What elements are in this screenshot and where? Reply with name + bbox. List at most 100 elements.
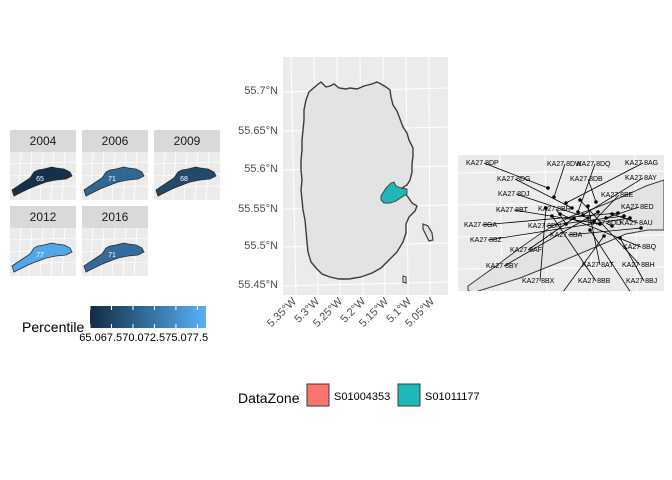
postcode-label: KA27 8BZ [470,237,503,244]
gridline [290,56,297,296]
postcode-point [610,224,614,228]
leader-line [593,194,620,222]
postcode-label: KA27 8BJ [626,278,657,285]
postcode-label: KA27 8DJ [498,191,530,198]
holy-isle-shape [422,223,434,242]
gridline [9,237,77,241]
postcode-label: KA27 8DB [570,176,603,183]
postcode-point [572,216,576,220]
gridline [153,161,221,165]
leader-line [539,207,547,282]
percentile-colorbar-ticks: 65.0 67.5 70.0 72.5 75.0 77.5 [79,306,208,344]
pladda-islet-shape [402,275,407,284]
leader-line [555,208,567,225]
gridline [9,161,77,165]
gridline [544,154,548,292]
leader-line [514,178,573,209]
facet-strip [10,206,76,228]
facet-strip [10,130,76,152]
leader-line [553,163,566,198]
leader-line [513,209,601,225]
postcode-label: KA27 8BW [615,293,650,300]
postcode-point [602,234,606,238]
postcode-leader-lines [481,162,645,291]
main-map-y-axis: 55.7°N 55.65°N 55.6°N 55.55°N 55.5°N 55.… [238,85,278,291]
postcode-label: KA27 8BB [578,278,611,285]
postcode-point [610,212,614,216]
postcode-point [586,204,590,208]
postcode-label: KA27 8BY [486,263,519,270]
postcode-label: KA27 8GA [464,222,497,229]
postcode-labels: KA27 8DP KA27 8DW KA27 8AG KA27 8DG KA27… [464,160,658,300]
postcode-label: KA27 8BQ [623,244,657,251]
postcode-map: KA27 8DP KA27 8DW KA27 8AG KA27 8DG KA27… [457,154,665,300]
facet-region-shape [155,166,217,197]
gridline [81,161,149,165]
postcode-label: KA27 8DN [528,223,561,230]
postcode-label: KA27 8BH [622,262,655,269]
leader-line [582,177,644,216]
postcode-point [581,213,585,217]
facet-value-label: 71 [108,176,116,183]
postcode-label: KA27 8AG [625,160,658,167]
colorbar-tick-label: 77.5 [187,332,208,344]
postcode-label: KA27 8DW [547,161,582,168]
gridline [100,227,105,277]
postcode-point [576,210,580,214]
datazone-legend: DataZone S01004353 S01011177 [238,383,480,407]
postcode-point [594,200,598,204]
facet-region-shape [11,166,73,197]
postcode-label: KA27 8AF [510,247,542,254]
facet-region-shape [83,242,145,273]
facet-panel-2016: 2016 71 [81,206,149,277]
postcode-point [618,236,622,240]
leader-line [567,227,642,236]
colorbar-tick-label: 75.0 [165,332,186,344]
facet-strip-label: 2006 [102,134,129,148]
postcode-point [616,211,620,215]
facet-panel-2009: 2009 68 [153,130,221,201]
postcode-area-shape [467,179,664,291]
postcode-point [558,212,562,216]
leader-line [515,193,589,219]
leader-line [481,212,619,226]
facet-strip-label: 2004 [30,134,57,148]
colorbar-tick-label: 70.0 [122,332,143,344]
leader-line [587,178,597,203]
facet-strip-label: 2016 [102,210,129,224]
facet-value-label: 68 [180,176,188,183]
facet-strip [82,130,148,152]
postcode-label: KA27 8DQ [577,161,611,168]
postcode-point [592,219,596,223]
datazone-legend-key [306,383,330,407]
postcode-point [570,206,574,210]
postcode-point [578,198,582,202]
x-tick-label: 5.35°W [265,295,300,330]
gridline [457,170,665,174]
postcode-point [546,186,550,190]
island-shape [300,81,418,280]
gridline [428,56,431,296]
postcode-label: KA27 8BX [522,278,555,285]
datazone-s01011177-region [380,181,408,204]
postcode-label: KA27 8BE [601,192,634,199]
datazone-legend-label: S01011177 [425,391,480,403]
postcode-point [552,195,556,199]
datazone-legend-title: DataZone [238,390,300,406]
main-map-x-axis: 5.35°W 5.3°W 5.25°W 5.2°W 5.15°W 5.1°W 5… [265,295,438,330]
gridline [28,151,33,201]
facet-region-shape [11,242,73,273]
postcode-point [604,216,608,220]
leader-line [487,217,631,241]
gridline [81,237,149,241]
gridline [28,227,33,277]
leader-line [503,211,599,267]
y-tick-label: 55.55°N [238,203,278,215]
colorbar-tick-label: 65.0 [79,332,100,344]
leader-line [577,163,596,213]
postcode-points [544,186,643,240]
percentile-colorbar [90,306,206,328]
datazone-legend-key [397,383,421,407]
facet-panel-2004: 2004 65 [9,130,77,201]
